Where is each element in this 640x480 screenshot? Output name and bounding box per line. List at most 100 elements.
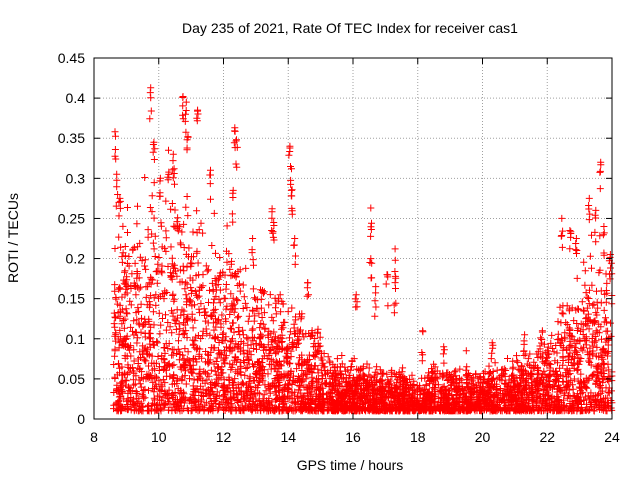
data-point (311, 386, 319, 394)
data-point (191, 337, 199, 345)
data-point (504, 355, 511, 362)
data-point (596, 185, 604, 193)
data-point (228, 395, 236, 403)
data-point (337, 371, 344, 379)
data-point (118, 341, 126, 349)
data-point (432, 374, 440, 381)
data-point (551, 370, 559, 378)
data-point (463, 392, 470, 400)
data-point (211, 305, 219, 313)
data-point (578, 298, 586, 306)
data-point (278, 373, 286, 381)
data-point (588, 264, 595, 272)
data-point (583, 293, 591, 301)
data-point (524, 391, 532, 399)
data-point (167, 243, 175, 251)
data-point (260, 391, 268, 399)
data-point (463, 379, 471, 386)
data-point (209, 402, 217, 410)
data-point (538, 328, 546, 336)
data-point (436, 407, 444, 414)
data-point (234, 282, 242, 289)
data-point (502, 380, 510, 387)
data-point (121, 252, 129, 260)
data-point (293, 340, 301, 348)
data-point (165, 340, 173, 347)
data-point (484, 405, 492, 413)
data-point (261, 402, 269, 410)
x-tick-label: 12 (216, 429, 232, 445)
y-axis-label: ROTI / TECUs (5, 193, 21, 283)
data-point (114, 398, 122, 406)
data-point (130, 357, 138, 365)
data-point (328, 406, 336, 414)
data-point (482, 398, 490, 406)
data-point (227, 394, 235, 402)
data-point (236, 331, 244, 339)
data-point (421, 374, 429, 382)
data-point (181, 372, 189, 380)
data-point (510, 396, 518, 404)
data-point (194, 344, 202, 352)
data-point (264, 370, 272, 378)
data-point (330, 399, 338, 407)
data-point (192, 333, 200, 341)
data-point (306, 391, 314, 399)
data-point (570, 317, 578, 325)
data-point (379, 391, 387, 399)
data-point (581, 383, 589, 390)
data-point (514, 406, 522, 414)
data-point (573, 320, 581, 327)
data-point (483, 395, 491, 403)
data-point (145, 407, 153, 415)
data-point (180, 244, 188, 251)
data-point (193, 207, 201, 215)
data-point (227, 366, 235, 374)
data-point (604, 401, 611, 409)
data-point (371, 297, 379, 305)
data-point (530, 394, 538, 402)
data-point (187, 394, 195, 402)
data-point (476, 407, 483, 415)
data-point (119, 371, 127, 379)
data-point (187, 259, 195, 267)
data-point (591, 396, 599, 404)
data-point (229, 218, 237, 226)
data-point (139, 342, 147, 350)
data-point (111, 345, 119, 353)
data-point (112, 329, 120, 337)
data-point (165, 170, 173, 178)
data-point (314, 376, 322, 384)
data-point (459, 399, 467, 406)
data-point (384, 271, 392, 279)
data-point (276, 291, 284, 299)
data-point (264, 331, 272, 339)
data-point (368, 259, 376, 267)
data-point (580, 307, 588, 315)
data-point (251, 383, 259, 391)
data-point (559, 378, 567, 386)
data-point (181, 345, 189, 353)
data-point (563, 346, 571, 354)
data-point (547, 339, 555, 347)
data-point (263, 397, 270, 405)
data-point (593, 343, 601, 351)
data-point (132, 291, 140, 299)
data-point (581, 281, 589, 289)
data-point (112, 400, 120, 408)
data-point (207, 312, 215, 320)
data-point (168, 407, 176, 415)
data-point (166, 363, 174, 371)
data-point (229, 335, 236, 343)
data-point (138, 368, 146, 376)
x-axis-label: GPS time / hours (297, 457, 404, 473)
data-point (571, 343, 579, 351)
data-point (134, 364, 142, 372)
data-point (162, 247, 170, 255)
data-point (124, 361, 132, 369)
data-point (169, 269, 177, 277)
data-point (428, 365, 435, 373)
data-point (517, 381, 525, 389)
data-point (232, 270, 239, 277)
data-point (278, 338, 286, 346)
